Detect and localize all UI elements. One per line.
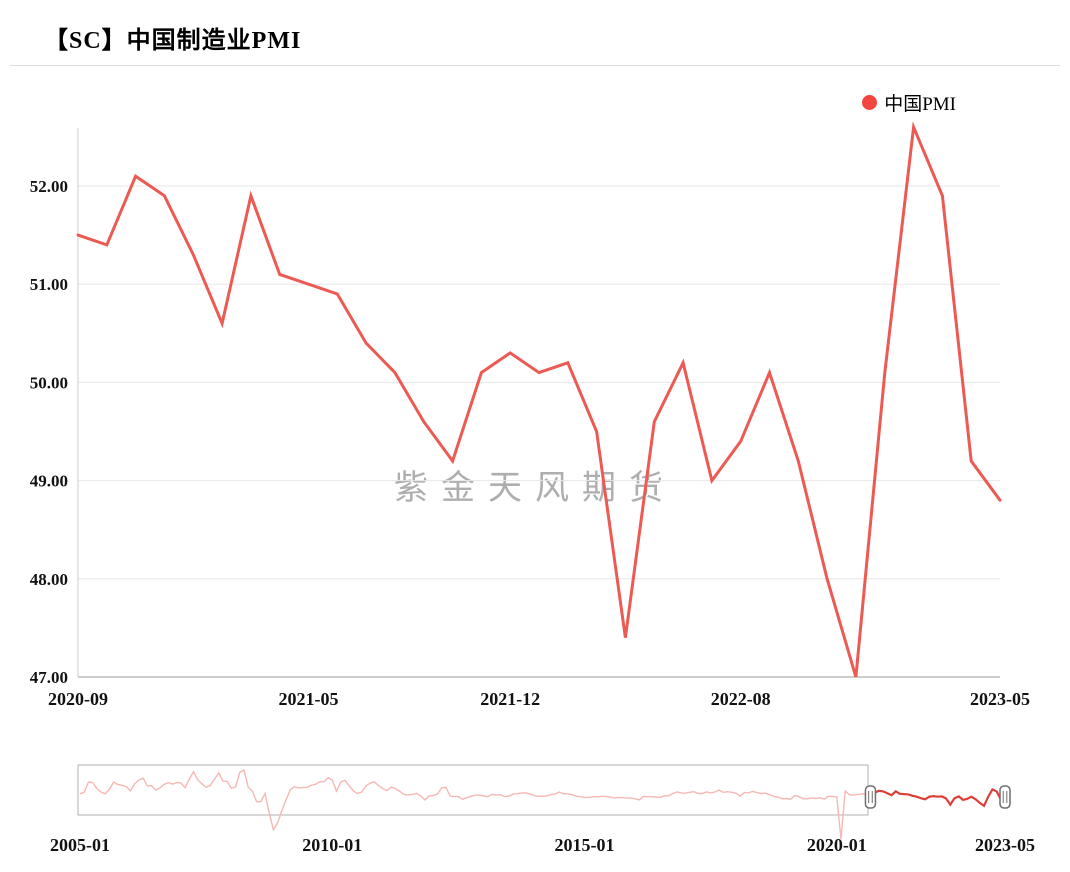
pmi-line [76, 121, 1002, 678]
y-tick-label: 49.00 [30, 472, 68, 491]
nav-selected-line [870, 787, 1006, 808]
datazoom-handle-left[interactable] [864, 785, 877, 809]
x-tick-label: 2023-05 [970, 689, 1030, 709]
y-tick-label: 51.00 [30, 275, 68, 294]
nav-tick-label: 2015-01 [555, 835, 615, 855]
watermark: 紫金天风期货 [394, 469, 676, 507]
nav-history-line [79, 768, 871, 839]
x-tick-label: 2022-08 [711, 689, 771, 709]
legend-marker-icon [862, 95, 878, 110]
nav-tick-label: 2020-01 [807, 835, 867, 855]
x-tick-label: 2021-05 [279, 689, 339, 709]
datazoom-handle-right[interactable] [999, 785, 1011, 809]
y-tick-label: 52.00 [30, 177, 68, 196]
y-tick-label: 50.00 [30, 373, 68, 392]
legend-item-china-pmi[interactable]: 中国PMI [862, 89, 956, 116]
datazoom-frame[interactable] [77, 764, 869, 816]
legend-label: 中国PMI [884, 94, 956, 115]
y-tick-label: 47.00 [30, 668, 68, 687]
y-tick-label: 48.00 [30, 570, 68, 589]
card-top-border [10, 65, 1060, 66]
nav-tick-label: 2023-05 [975, 835, 1035, 855]
page-title: 【SC】中国制造业PMI [44, 28, 302, 54]
nav-tick-label: 2005-01 [50, 835, 110, 855]
x-tick-label: 2021-12 [480, 689, 540, 709]
nav-tick-label: 2010-01 [302, 835, 362, 855]
x-tick-label: 2020-09 [48, 689, 108, 709]
